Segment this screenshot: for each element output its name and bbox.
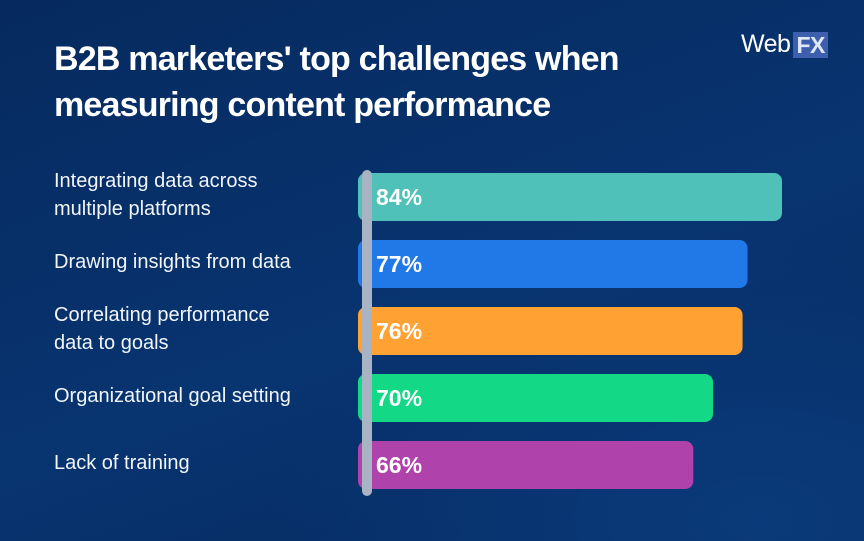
bar — [358, 307, 743, 355]
bar — [358, 240, 748, 288]
bar — [358, 374, 713, 422]
data-label: 66% — [376, 452, 422, 478]
data-label: 77% — [376, 251, 422, 277]
logo-fx: FX — [793, 31, 828, 58]
category-label: Drawing insights from data — [54, 251, 291, 273]
category-label: Correlating performance data to goals — [54, 304, 270, 354]
chart-title: B2B marketers' top challenges when measu… — [54, 36, 620, 128]
data-label: 76% — [376, 318, 422, 344]
title-line: measuring content performance — [54, 86, 551, 124]
title-line: B2B marketers' top challenges when — [54, 40, 620, 78]
category-label: Integrating data across multiple platfor… — [54, 170, 258, 220]
axis-line — [362, 170, 372, 496]
webfx-logo: Web FX — [741, 30, 828, 59]
category-label: Organizational goal setting — [54, 385, 291, 407]
bar — [358, 173, 782, 221]
logo-web: Web — [741, 30, 791, 58]
data-label: 70% — [376, 385, 422, 411]
data-label: 84% — [376, 184, 422, 210]
bar — [358, 441, 694, 489]
category-label: Lack of training — [54, 452, 190, 474]
